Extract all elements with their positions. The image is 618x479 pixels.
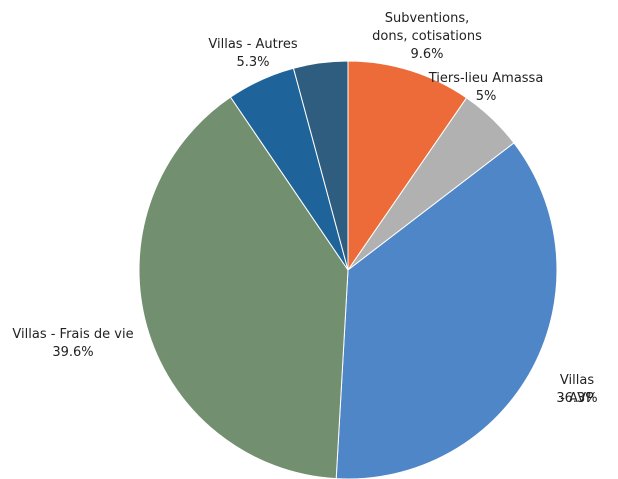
slice-value: 5.3% — [236, 55, 270, 70]
slice-value: 9.6% — [410, 47, 444, 62]
slice-label: Subventions, dons, cotisations — [372, 11, 482, 44]
pie-slice — [138, 96, 349, 479]
pie-slice — [347, 60, 468, 272]
slice-label: Villas - AVP — [559, 373, 595, 406]
slice-value: 39.6% — [52, 345, 94, 360]
slice-label: Tiers-lieu Amassa — [428, 71, 544, 86]
slice-value: 36.3% — [556, 391, 598, 406]
pie-slice — [292, 60, 349, 271]
slice-label: Villas - Autres — [208, 37, 298, 52]
slice-value: 5% — [475, 89, 497, 104]
slice-label: Villas - Frais de vie — [12, 327, 134, 342]
pie-slice — [335, 142, 558, 479]
